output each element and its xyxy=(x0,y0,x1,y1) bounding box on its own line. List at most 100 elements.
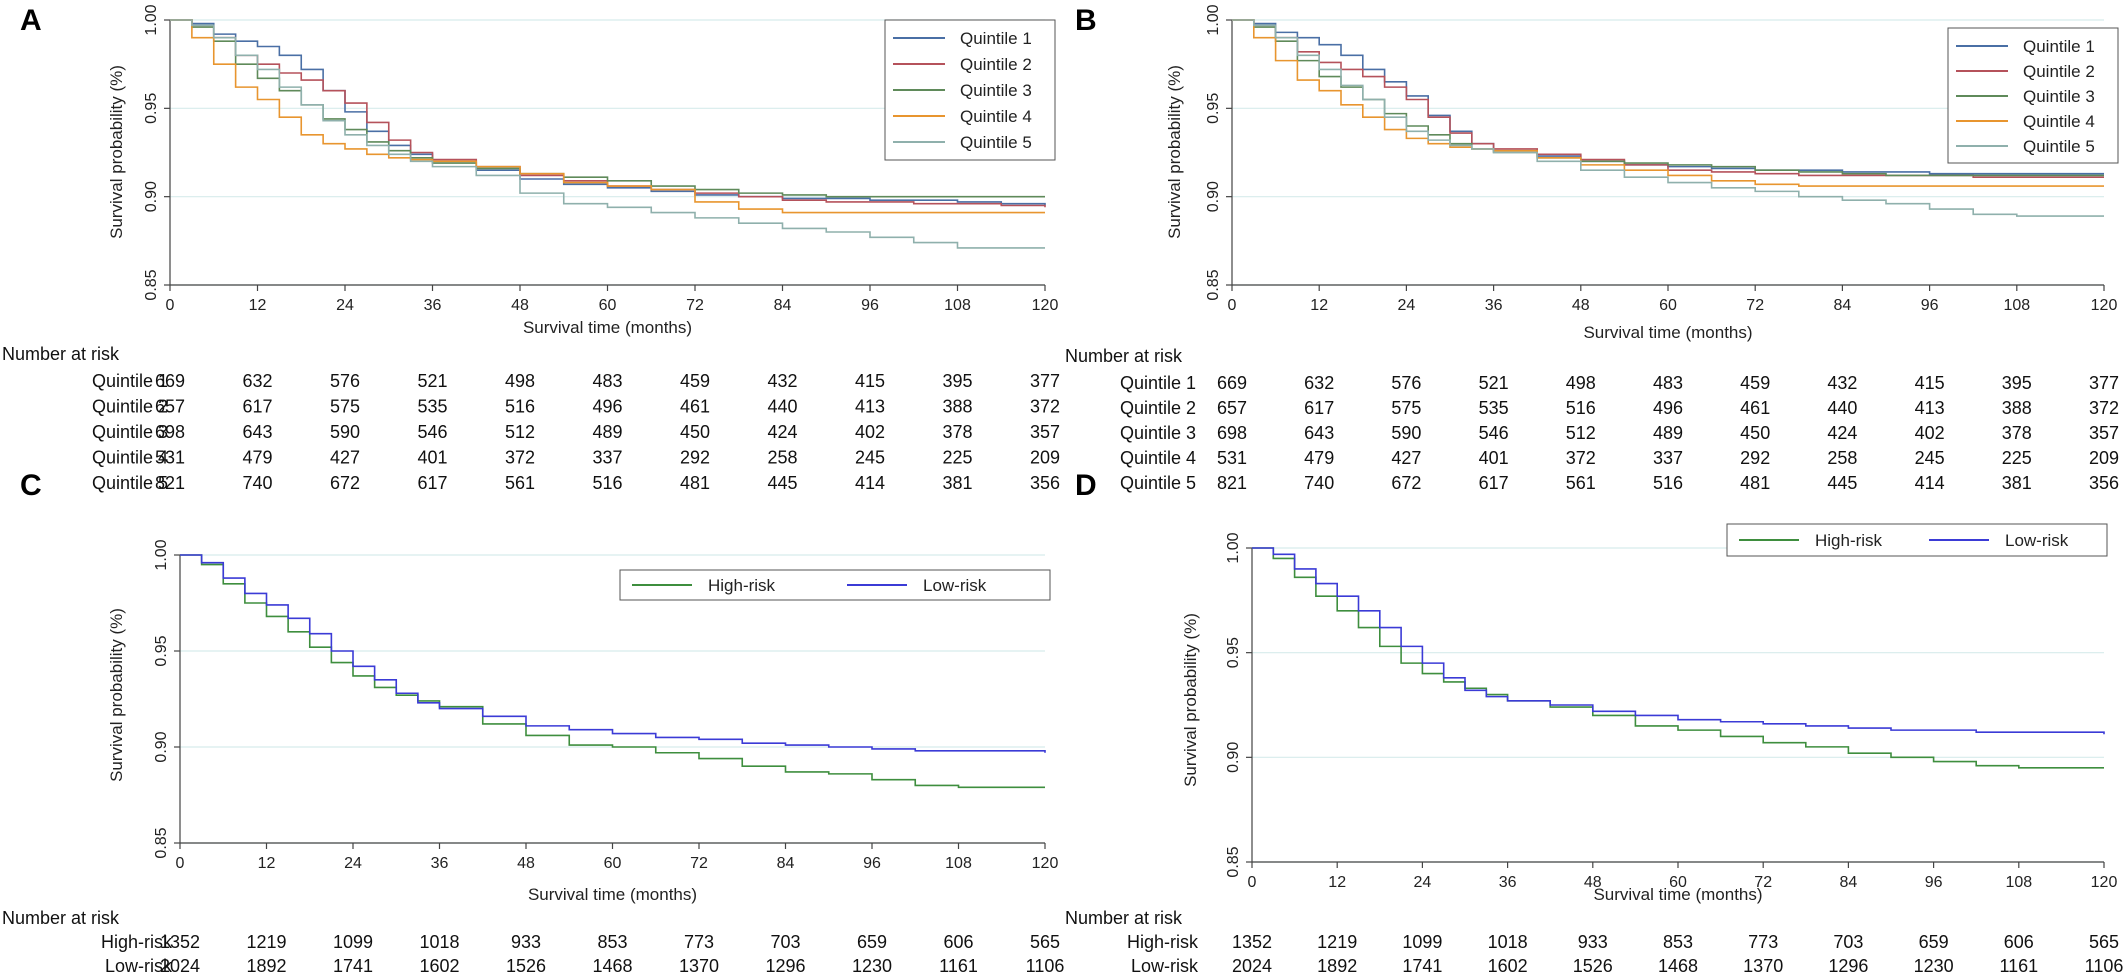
risk-cell: 496 xyxy=(592,397,622,417)
x-tick-label: 24 xyxy=(336,297,354,314)
risk-cell: 1741 xyxy=(333,956,373,976)
chart-panel-c: C 1.00 0.95 0.90 0.85 0 12 24 36 48 60 72 84 96 108 120… xyxy=(2,469,1064,976)
risk-cell: 546 xyxy=(1479,423,1509,443)
y-axis-label: Survival probability (%) xyxy=(1165,65,1184,239)
x-tick-label: 120 xyxy=(2091,874,2118,891)
panel-letter: A xyxy=(20,4,42,37)
x-tick-label: 72 xyxy=(686,297,704,314)
risk-cell: 1602 xyxy=(419,956,459,976)
risk-cell: 546 xyxy=(417,422,447,442)
x-axis-label: Survival time (months) xyxy=(1583,323,1752,342)
risk-cell: 489 xyxy=(1653,423,1683,443)
legend-label: Quintile 2 xyxy=(2023,62,2095,81)
risk-cell: 1370 xyxy=(679,956,719,976)
x-tick-label: 60 xyxy=(604,855,622,872)
risk-cell: 1526 xyxy=(506,956,546,976)
series-line-quintile-4 xyxy=(170,19,1045,214)
x-tick-label: 108 xyxy=(2003,297,2030,314)
risk-cell: 415 xyxy=(855,371,885,391)
risk-cell: 401 xyxy=(417,448,447,468)
y-tick-label: 0.85 xyxy=(1205,269,1222,300)
risk-cell: 575 xyxy=(1391,398,1421,418)
legend-label: Quintile 4 xyxy=(2023,112,2095,131)
x-tick-label: 60 xyxy=(599,297,617,314)
risk-cell: 372 xyxy=(505,448,535,468)
risk-cell: 459 xyxy=(680,371,710,391)
legend-label: High-risk xyxy=(1815,531,1883,550)
risk-cell: 617 xyxy=(1304,398,1334,418)
risk-cell: 424 xyxy=(1827,423,1857,443)
risk-cell: 590 xyxy=(1391,423,1421,443)
risk-cell: 632 xyxy=(1304,373,1334,393)
risk-cell: 450 xyxy=(1740,423,1770,443)
risk-cell: 402 xyxy=(1915,423,1945,443)
x-tick-label: 84 xyxy=(774,297,792,314)
risk-cell: 632 xyxy=(242,371,272,391)
x-tick-label: 0 xyxy=(1228,297,1237,314)
risk-cell: 512 xyxy=(505,422,535,442)
risk-cell: 698 xyxy=(155,422,185,442)
risk-cell: 516 xyxy=(1566,398,1596,418)
x-tick-label: 120 xyxy=(1032,855,1059,872)
risk-cell: 413 xyxy=(855,397,885,417)
risk-cell: 933 xyxy=(1578,932,1608,952)
risk-cell: 643 xyxy=(1304,423,1334,443)
risk-cell: 489 xyxy=(592,422,622,442)
chart-panel-a: A 1.00 0.95 0.90 0.85 0 12 24 36 48 60 72 84 96 108 120… xyxy=(2,4,1060,493)
x-tick-label: 72 xyxy=(1746,297,1764,314)
risk-cell: 590 xyxy=(330,422,360,442)
risk-cell: 1526 xyxy=(1573,956,1613,976)
risk-cell: 575 xyxy=(330,397,360,417)
y-tick-label: 0.85 xyxy=(1225,846,1242,877)
risk-cell: 440 xyxy=(767,397,797,417)
risk-cell: 245 xyxy=(855,448,885,468)
x-tick-label: 24 xyxy=(344,855,362,872)
risk-cell: 424 xyxy=(767,422,797,442)
risk-cell: 483 xyxy=(592,371,622,391)
panel-letter: C xyxy=(20,469,42,502)
risk-cell: 481 xyxy=(1740,473,1770,493)
risk-cell: 450 xyxy=(680,422,710,442)
risk-cell: 576 xyxy=(330,371,360,391)
risk-cell: 853 xyxy=(1663,932,1693,952)
x-tick-label: 60 xyxy=(1669,874,1687,891)
risk-cell: 445 xyxy=(1827,473,1857,493)
legend-label: Quintile 3 xyxy=(960,81,1032,100)
risk-cell: 659 xyxy=(1919,932,1949,952)
number-at-risk-title: Number at risk xyxy=(2,344,120,364)
risk-cell: 535 xyxy=(417,397,447,417)
risk-cell: 512 xyxy=(1566,423,1596,443)
x-tick-label: 96 xyxy=(1921,297,1939,314)
panel-letter: B xyxy=(1075,4,1097,37)
number-at-risk-title: Number at risk xyxy=(1065,908,1183,928)
risk-cell: 245 xyxy=(1915,448,1945,468)
x-tick-label: 108 xyxy=(2005,874,2032,891)
risk-cell: 402 xyxy=(855,422,885,442)
risk-cell: 292 xyxy=(1740,448,1770,468)
y-axis-label: Survival probability (%) xyxy=(107,65,126,239)
risk-cell: 498 xyxy=(505,371,535,391)
series-line-quintile-2 xyxy=(170,19,1046,208)
risk-cell: 657 xyxy=(155,397,185,417)
x-tick-label: 36 xyxy=(431,855,449,872)
risk-cell: 773 xyxy=(684,932,714,952)
x-tick-label: 36 xyxy=(1485,297,1503,314)
risk-cell: 672 xyxy=(1391,473,1421,493)
number-at-risk-title: Number at risk xyxy=(1065,346,1183,366)
risk-cell: 740 xyxy=(242,473,272,493)
risk-cell: 372 xyxy=(1030,397,1060,417)
risk-cell: 1468 xyxy=(592,956,632,976)
x-tick-label: 0 xyxy=(1248,874,1257,891)
risk-cell: 496 xyxy=(1653,398,1683,418)
risk-cell: 617 xyxy=(242,397,272,417)
risk-cell: 565 xyxy=(2089,932,2119,952)
risk-cell: 516 xyxy=(505,397,535,417)
x-tick-label: 12 xyxy=(258,855,276,872)
legend-label: Low-risk xyxy=(2005,531,2069,550)
risk-cell: 388 xyxy=(2002,398,2032,418)
risk-cell: 606 xyxy=(2004,932,2034,952)
legend-label: Quintile 1 xyxy=(960,29,1032,48)
risk-cell: 225 xyxy=(942,448,972,468)
risk-cell: 1602 xyxy=(1488,956,1528,976)
